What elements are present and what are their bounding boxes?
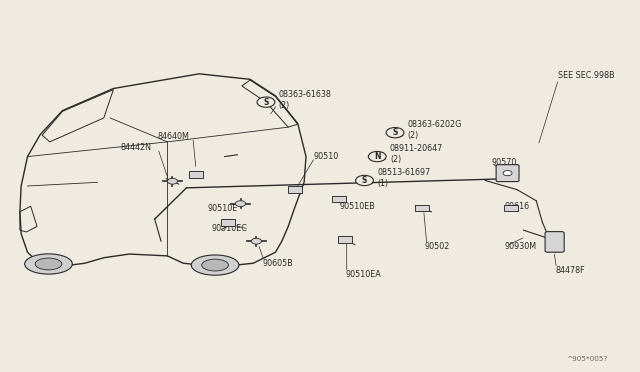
FancyBboxPatch shape <box>189 171 203 177</box>
FancyBboxPatch shape <box>339 236 353 243</box>
Text: 90510EA: 90510EA <box>346 270 381 279</box>
Ellipse shape <box>202 259 228 271</box>
Text: 08513-61697
(1): 08513-61697 (1) <box>377 168 431 188</box>
Ellipse shape <box>35 258 62 270</box>
Text: SEE SEC.998B: SEE SEC.998B <box>559 71 615 80</box>
Text: 90605B: 90605B <box>263 259 294 268</box>
Text: 84442N: 84442N <box>120 143 152 152</box>
Circle shape <box>356 175 373 186</box>
Text: 08363-61638
(2): 08363-61638 (2) <box>278 90 332 110</box>
Text: 90510EC: 90510EC <box>211 224 247 233</box>
Circle shape <box>369 151 386 162</box>
Text: 84640M: 84640M <box>158 132 189 141</box>
Text: 08363-6202G
(2): 08363-6202G (2) <box>408 120 462 140</box>
Text: 90930M: 90930M <box>504 242 536 251</box>
Circle shape <box>236 201 246 206</box>
Text: 90502: 90502 <box>425 242 451 251</box>
Text: 90570: 90570 <box>492 158 517 167</box>
Text: 84478F: 84478F <box>556 266 585 275</box>
Text: S: S <box>263 97 269 107</box>
FancyBboxPatch shape <box>415 205 429 211</box>
Text: S: S <box>392 128 397 137</box>
Circle shape <box>386 128 404 138</box>
Text: 90510E: 90510E <box>207 203 237 212</box>
Text: 90510EB: 90510EB <box>339 202 375 211</box>
Ellipse shape <box>191 255 239 275</box>
FancyBboxPatch shape <box>504 205 518 211</box>
Text: 90510: 90510 <box>314 152 339 161</box>
Circle shape <box>257 97 275 107</box>
FancyBboxPatch shape <box>221 219 235 226</box>
Text: S: S <box>362 176 367 185</box>
Text: N: N <box>374 152 380 161</box>
FancyBboxPatch shape <box>332 196 346 202</box>
Circle shape <box>252 238 262 244</box>
Ellipse shape <box>25 254 72 274</box>
FancyBboxPatch shape <box>287 186 301 193</box>
Circle shape <box>503 170 512 176</box>
Text: 90616: 90616 <box>504 202 529 211</box>
FancyBboxPatch shape <box>496 165 519 182</box>
Circle shape <box>168 178 177 184</box>
FancyBboxPatch shape <box>545 232 564 252</box>
Text: 08911-20647
(2): 08911-20647 (2) <box>390 144 443 164</box>
Text: ^905*005?: ^905*005? <box>566 356 608 362</box>
